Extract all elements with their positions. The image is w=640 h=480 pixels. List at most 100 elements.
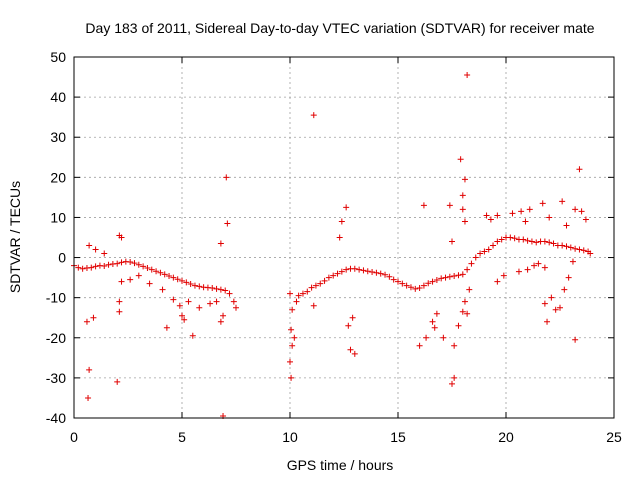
data-point — [464, 310, 471, 317]
data-point — [118, 278, 125, 285]
data-point — [587, 250, 594, 257]
data-point — [425, 280, 432, 287]
data-point — [360, 267, 367, 274]
x-tick-label: 25 — [606, 429, 622, 445]
data-point — [572, 206, 579, 213]
data-point — [522, 218, 529, 225]
data-point — [429, 278, 436, 285]
data-point — [494, 238, 501, 245]
data-point — [351, 350, 358, 357]
data-point — [79, 265, 86, 272]
data-point — [576, 166, 583, 173]
axis-ticks — [73, 56, 615, 419]
y-tick-label: -10 — [46, 290, 66, 306]
data-point — [524, 266, 531, 273]
data-point — [287, 290, 293, 297]
data-point — [485, 246, 492, 253]
data-point — [131, 260, 138, 267]
data-point — [518, 208, 525, 215]
data-point — [461, 218, 468, 225]
data-point — [464, 72, 471, 79]
data-point — [146, 280, 153, 287]
data-point — [325, 274, 332, 281]
data-point — [347, 346, 354, 353]
data-point — [101, 250, 108, 257]
data-point — [377, 270, 384, 277]
data-point — [399, 280, 406, 287]
grid-lines — [74, 57, 614, 418]
data-point — [159, 286, 166, 293]
data-point — [407, 284, 414, 291]
data-point — [386, 273, 393, 280]
data-point — [345, 322, 352, 329]
data-point — [135, 261, 142, 268]
x-axis-label: GPS time / hours — [287, 457, 394, 473]
data-point — [153, 268, 160, 275]
data-point — [559, 198, 566, 205]
data-point — [183, 279, 190, 286]
data-points — [71, 72, 594, 419]
data-point — [552, 306, 559, 313]
data-point — [528, 238, 535, 245]
data-point — [500, 272, 507, 279]
data-point — [509, 210, 516, 217]
data-point — [114, 378, 121, 385]
chart-title: Day 183 of 2011, Sidereal Day-to-day VTE… — [85, 20, 594, 36]
data-point — [226, 290, 233, 297]
data-point — [116, 298, 123, 305]
data-point — [317, 280, 324, 287]
data-point — [92, 263, 99, 270]
data-point — [343, 204, 350, 211]
data-point — [287, 358, 293, 365]
x-tick-label: 10 — [282, 429, 298, 445]
data-point — [457, 156, 464, 163]
data-point — [481, 248, 488, 255]
x-tick-label: 5 — [178, 429, 186, 445]
data-point — [515, 268, 522, 275]
data-point — [580, 247, 587, 254]
data-point — [446, 202, 453, 209]
data-point — [222, 287, 229, 294]
data-point — [144, 264, 151, 271]
data-point — [101, 262, 108, 269]
data-point — [423, 334, 430, 341]
data-point — [116, 308, 123, 315]
data-point — [520, 236, 527, 243]
data-point — [299, 290, 306, 297]
data-point — [524, 237, 531, 244]
data-point — [438, 275, 445, 282]
data-point — [135, 272, 142, 279]
y-axis-label: SDTVAR / TECUs — [7, 181, 23, 293]
data-point — [330, 272, 337, 279]
data-point — [179, 277, 185, 284]
data-point — [461, 298, 468, 305]
data-point — [166, 273, 173, 280]
data-point — [321, 277, 328, 284]
data-point — [455, 272, 462, 279]
data-point — [541, 300, 548, 307]
data-point — [230, 298, 237, 305]
data-point — [403, 282, 410, 289]
data-point — [451, 342, 458, 349]
data-point — [451, 374, 458, 381]
data-point — [567, 244, 574, 251]
data-point — [114, 260, 121, 267]
data-point — [412, 285, 419, 292]
data-point — [224, 220, 231, 227]
data-point — [310, 302, 317, 309]
data-point — [233, 304, 239, 311]
data-point — [295, 292, 302, 299]
data-point — [487, 216, 494, 223]
data-point — [288, 326, 295, 333]
data-point — [578, 208, 585, 215]
y-tick-label: 30 — [50, 129, 66, 145]
data-point — [507, 234, 514, 241]
data-point — [533, 239, 540, 246]
data-point — [429, 318, 436, 325]
data-point — [433, 277, 440, 284]
data-point — [83, 318, 90, 325]
data-point — [494, 212, 501, 219]
data-point — [170, 296, 177, 303]
data-point — [174, 276, 181, 283]
